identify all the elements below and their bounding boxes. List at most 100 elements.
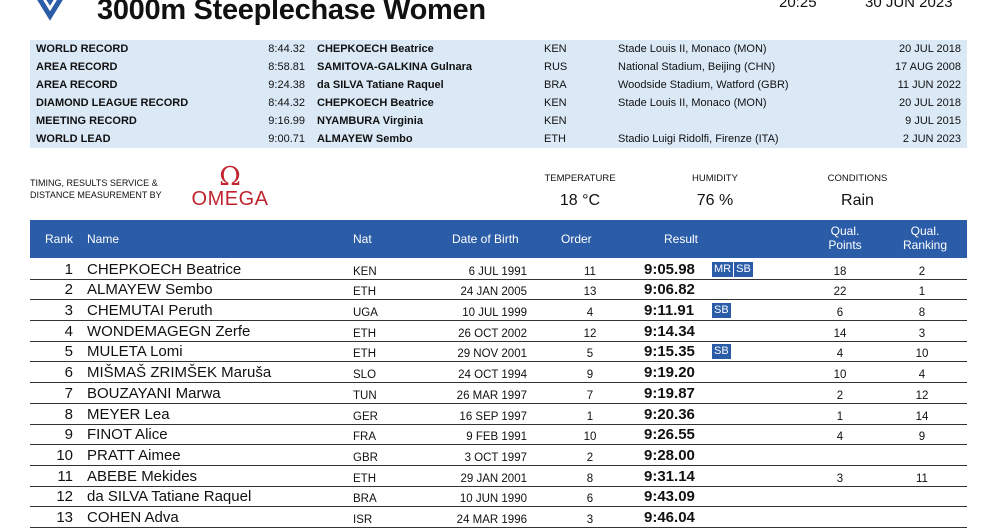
cell-order: 10	[583, 431, 597, 444]
record-row: WORLD LEAD 9:00.71 ALMAYEW Sembo ETH Stadio …	[30, 130, 967, 148]
record-nat: KEN	[544, 97, 567, 109]
header-qual-ranking: Qual. Ranking	[897, 224, 953, 252]
cell-name: MULETA Lomi	[87, 343, 183, 361]
table-row: 13 COHEN Adva ISR 24 MAR 1996 3 9:46.04	[30, 507, 967, 528]
cell-result: 9:19.20	[644, 364, 695, 382]
table-row: 9 FINOT Alice FRA 9 FEB 1991 10 9:26.55 4 9	[30, 425, 967, 446]
record-type: AREA RECORD	[36, 61, 118, 73]
header-nat: Nat	[353, 232, 372, 246]
cell-dob: 24 OCT 1994	[458, 369, 527, 382]
record-nat: ETH	[544, 133, 566, 145]
cell-order: 9	[586, 369, 594, 382]
cell-nat: TUN	[353, 389, 377, 402]
record-venue: Stadio Luigi Ridolfi, Firenze (ITA)	[618, 133, 779, 145]
record-row: WORLD RECORD 8:44.32 CHEPKOECH Beatrice KEN…	[30, 40, 967, 58]
cell-qr: 14	[915, 410, 929, 423]
table-row: 7 BOUZAYANI Marwa TUN 26 MAR 1997 7 9:19.87 2 1…	[30, 383, 967, 404]
cell-result: 9:05.98	[644, 260, 695, 278]
record-type: DIAMOND LEAGUE RECORD	[36, 97, 189, 109]
record-name: ALMAYEW Sembo	[317, 133, 413, 145]
cell-qp: 4	[836, 431, 844, 444]
cell-order: 13	[583, 286, 597, 299]
cell-rank: 10	[56, 446, 73, 464]
cell-qr: 8	[918, 307, 926, 320]
records-table: WORLD RECORD 8:44.32 CHEPKOECH Beatrice KEN…	[30, 40, 967, 148]
cell-rank: 6	[64, 364, 73, 382]
omega-logo: Ω OMEGA	[185, 164, 275, 210]
record-date: 17 AUG 2008	[894, 61, 961, 73]
conditions-label: CONDITIONS	[827, 173, 888, 184]
cell-dob: 16 SEP 1997	[459, 410, 527, 423]
cell-rank: 1	[64, 260, 73, 278]
record-type: MEETING RECORD	[36, 115, 137, 127]
event-time: 20:25	[779, 0, 817, 11]
cell-qp: 22	[833, 286, 847, 299]
cell-name: MIŠMAŠ ZRIMŠEK Maruša	[87, 364, 272, 382]
cell-nat: KEN	[353, 265, 377, 278]
table-row: 12 da SILVA Tatiane Raquel BRA 10 JUN 1990 6…	[30, 487, 967, 508]
cell-order: 5	[586, 348, 594, 361]
record-type: WORLD RECORD	[36, 43, 129, 55]
sponsor-line-1: TIMING, RESULTS SERVICE &	[30, 178, 158, 188]
cell-order: 4	[586, 307, 594, 320]
record-row: MEETING RECORD 9:16.99 NYAMBURA Virginia KE…	[30, 112, 967, 130]
header-result: Result	[664, 232, 699, 246]
cell-qp: 2	[836, 389, 844, 402]
record-badge: SB	[712, 303, 731, 319]
cell-nat: ETH	[353, 348, 376, 361]
header-dob: Date of Birth	[452, 232, 519, 246]
cell-order: 1	[586, 410, 594, 423]
cell-rank: 13	[56, 509, 73, 527]
record-result: 8:44.32	[268, 97, 305, 109]
cell-result: 9:26.55	[644, 426, 695, 444]
cell-nat: ETH	[353, 472, 376, 485]
record-result: 9:00.71	[268, 133, 305, 145]
cell-name: WONDEMAGEGN Zerfe	[87, 322, 251, 340]
record-badge: SB	[712, 344, 731, 360]
record-tags: MR SB	[712, 261, 754, 277]
record-date: 9 JUL 2015	[905, 115, 961, 127]
cell-nat: ETH	[353, 286, 376, 299]
record-result: 9:16.99	[268, 115, 305, 127]
record-row: DIAMOND LEAGUE RECORD 8:44.32 CHEPKOECH Be…	[30, 94, 967, 112]
cell-rank: 11	[57, 467, 73, 485]
cell-qr: 9	[918, 431, 926, 444]
record-venue: Woodside Stadium, Watford (GBR)	[618, 79, 789, 91]
table-row: 6 MIŠMAŠ ZRIMŠEK Maruša SLO 24 OCT 1994 9 9:1…	[30, 363, 967, 384]
cell-result: 9:19.87	[644, 384, 695, 402]
cell-nat: GBR	[353, 451, 378, 464]
conditions-value: Rain	[841, 192, 874, 209]
cell-result: 9:06.82	[644, 281, 695, 299]
record-date: 2 JUN 2023	[902, 133, 961, 145]
cell-rank: 7	[64, 384, 73, 402]
temperature-label: TEMPERATURE	[544, 173, 616, 184]
record-date: 20 JUL 2018	[899, 97, 961, 109]
cell-dob: 9 FEB 1991	[466, 431, 527, 444]
table-row: 4 WONDEMAGEGN Zerfe ETH 26 OCT 2002 12 9:14.3…	[30, 321, 967, 342]
cell-order: 11	[584, 265, 596, 278]
header-name: Name	[87, 232, 120, 246]
cell-result: 9:43.09	[644, 488, 695, 506]
record-nat: KEN	[544, 43, 567, 55]
cell-order: 8	[586, 472, 594, 485]
cell-qr: 1	[918, 286, 926, 299]
record-badge: MR	[712, 261, 734, 277]
header-qual-points-line2: Points	[828, 238, 862, 252]
record-result: 8:58.81	[268, 61, 305, 73]
record-nat: KEN	[544, 115, 567, 127]
cell-result: 9:15.35	[644, 343, 695, 361]
cell-result: 9:11.91	[644, 302, 695, 320]
record-type: AREA RECORD	[36, 79, 118, 91]
table-row: 11 ABEBE Mekides ETH 29 JAN 2001 8 9:31.14 3 11	[30, 466, 967, 487]
record-type: WORLD LEAD	[36, 133, 111, 145]
cell-qr: 3	[918, 327, 926, 340]
cell-qr: 4	[918, 369, 926, 382]
record-row: AREA RECORD 8:58.81 SAMITOVA-GALKINA Gulna…	[30, 58, 967, 76]
cell-dob: 26 MAR 1997	[456, 389, 527, 402]
cell-dob: 6 JUL 1991	[468, 265, 527, 278]
record-badge: SB	[734, 261, 753, 277]
table-row: 2 ALMAYEW Sembo ETH 24 JAN 2005 13 9:06.82 22 1	[30, 280, 967, 301]
cell-dob: 10 JUN 1990	[459, 493, 527, 506]
cell-nat: ETH	[353, 327, 376, 340]
table-row: 5 MULETA Lomi ETH 29 NOV 2001 5 9:15.35 4 10 SB	[30, 342, 967, 363]
